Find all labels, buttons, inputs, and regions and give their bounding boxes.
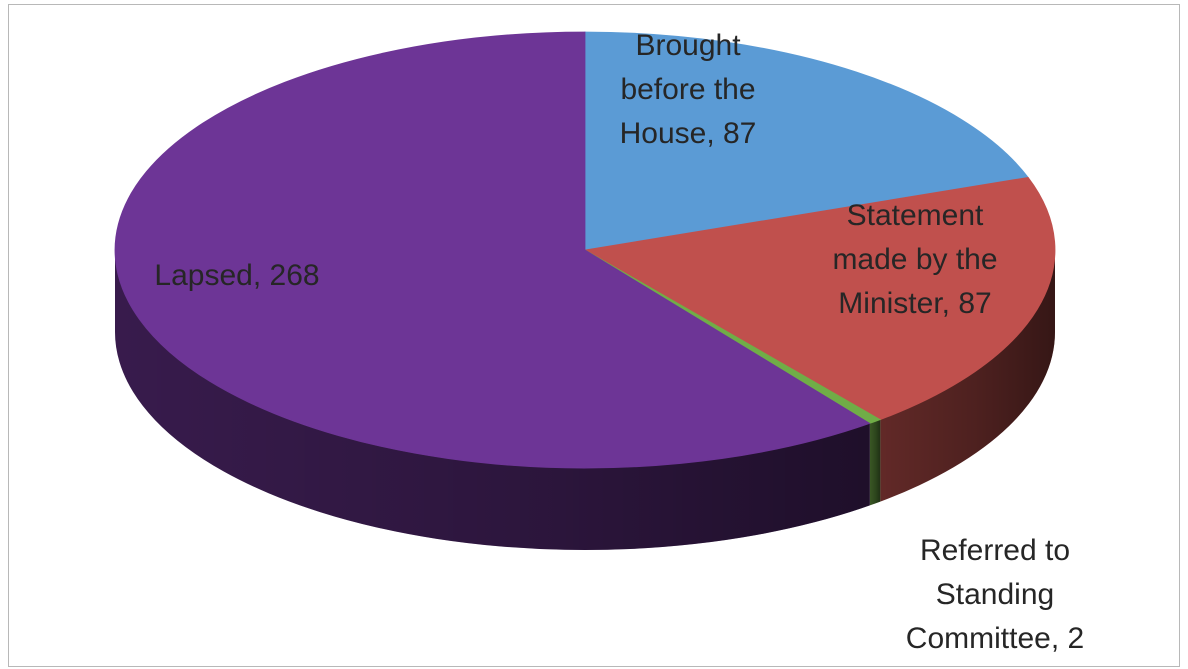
- pie-side-shade-statement-made-by-the-minister: [880, 250, 1055, 502]
- data-label-statement-made-by-the-minister: Statement made by the Minister, 87: [832, 199, 997, 320]
- data-label-lapsed: Lapsed, 268: [154, 259, 319, 292]
- pie-side-shade-lapsed: [115, 250, 870, 550]
- data-label-line: Minister, 87: [838, 287, 991, 320]
- pie-slice-statement-made-by-the-minister: [583, 176, 1056, 421]
- pie-side-shade-referred-to-standing-committee: [869, 419, 881, 506]
- data-label-line: made by the: [832, 243, 997, 276]
- data-label-line: before the: [620, 73, 755, 106]
- data-label-referred-to-standing-committee: Referred to Standing Committee, 2: [906, 534, 1084, 655]
- data-label-line: Brought: [635, 29, 741, 62]
- data-label-line: Statement: [847, 199, 984, 232]
- data-label-line: Referred to: [920, 534, 1070, 567]
- data-label-line: Lapsed, 268: [154, 259, 319, 292]
- data-label-line: House, 87: [620, 117, 757, 150]
- data-label-line: Committee, 2: [906, 622, 1084, 655]
- data-label-line: Standing: [936, 578, 1054, 611]
- data-label-brought-before-the-house: Brought before the House, 87: [620, 29, 757, 150]
- pie-slice-lapsed: [114, 31, 871, 469]
